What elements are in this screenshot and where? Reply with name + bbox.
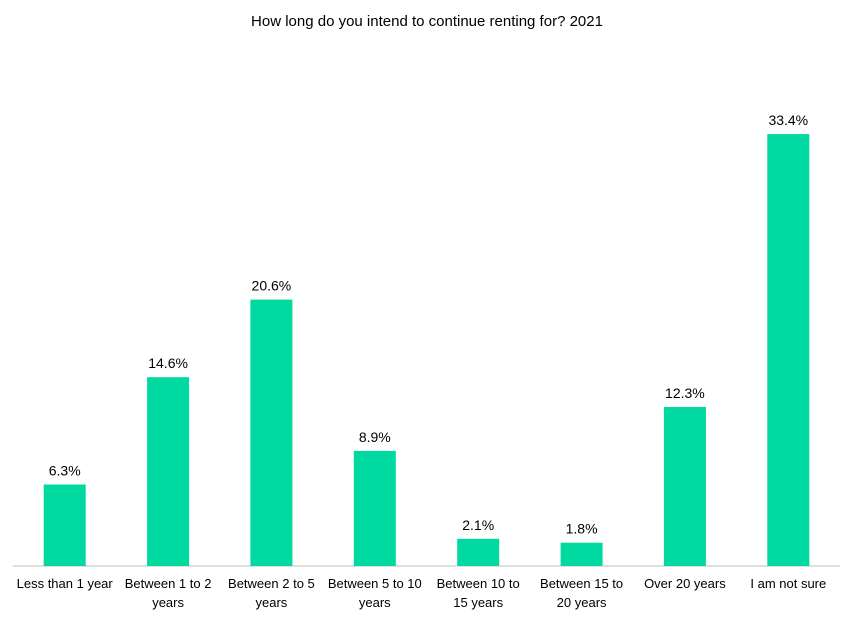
x-tick-label: 20 years bbox=[557, 595, 607, 610]
data-label: 33.4% bbox=[768, 112, 808, 128]
bar bbox=[250, 299, 293, 566]
x-tick-label: Less than 1 year bbox=[17, 576, 114, 591]
x-tick-label: Between 10 to bbox=[437, 576, 520, 591]
data-label: 20.6% bbox=[252, 278, 292, 294]
bar bbox=[767, 134, 810, 566]
data-label: 12.3% bbox=[665, 385, 705, 401]
bar bbox=[43, 484, 86, 566]
x-tick-label: Over 20 years bbox=[644, 576, 726, 591]
data-label: 14.6% bbox=[148, 355, 188, 371]
x-tick-label: years bbox=[152, 595, 184, 610]
x-tick-labels-group: Less than 1 year Between 1 to 2 years Betwe… bbox=[17, 576, 827, 610]
data-label: 2.1% bbox=[462, 517, 494, 533]
data-label: 1.8% bbox=[566, 521, 598, 537]
x-tick-label: Between 5 to 10 bbox=[328, 576, 422, 591]
chart-title: How long do you intend to continue renti… bbox=[251, 13, 603, 30]
bar bbox=[353, 450, 396, 566]
data-label: 8.9% bbox=[359, 429, 391, 445]
bar bbox=[147, 377, 190, 566]
x-tick-label: Between 2 to 5 bbox=[228, 576, 315, 591]
x-tick-label: years bbox=[359, 595, 391, 610]
x-tick-label: Between 15 to bbox=[540, 576, 623, 591]
x-tick-label: years bbox=[256, 595, 288, 610]
bars-group bbox=[43, 134, 810, 566]
bar bbox=[663, 407, 706, 566]
x-tick-label: Between 1 to 2 bbox=[125, 576, 212, 591]
x-tick-label: I am not sure bbox=[750, 576, 826, 591]
bar bbox=[457, 538, 500, 566]
bar bbox=[560, 542, 603, 566]
value-labels-group: 6.3% 14.6% 20.6% 8.9% 2.1% 1.8% 12.3% 33.4% bbox=[49, 112, 808, 537]
data-label: 6.3% bbox=[49, 463, 81, 479]
x-tick-label: 15 years bbox=[453, 595, 503, 610]
